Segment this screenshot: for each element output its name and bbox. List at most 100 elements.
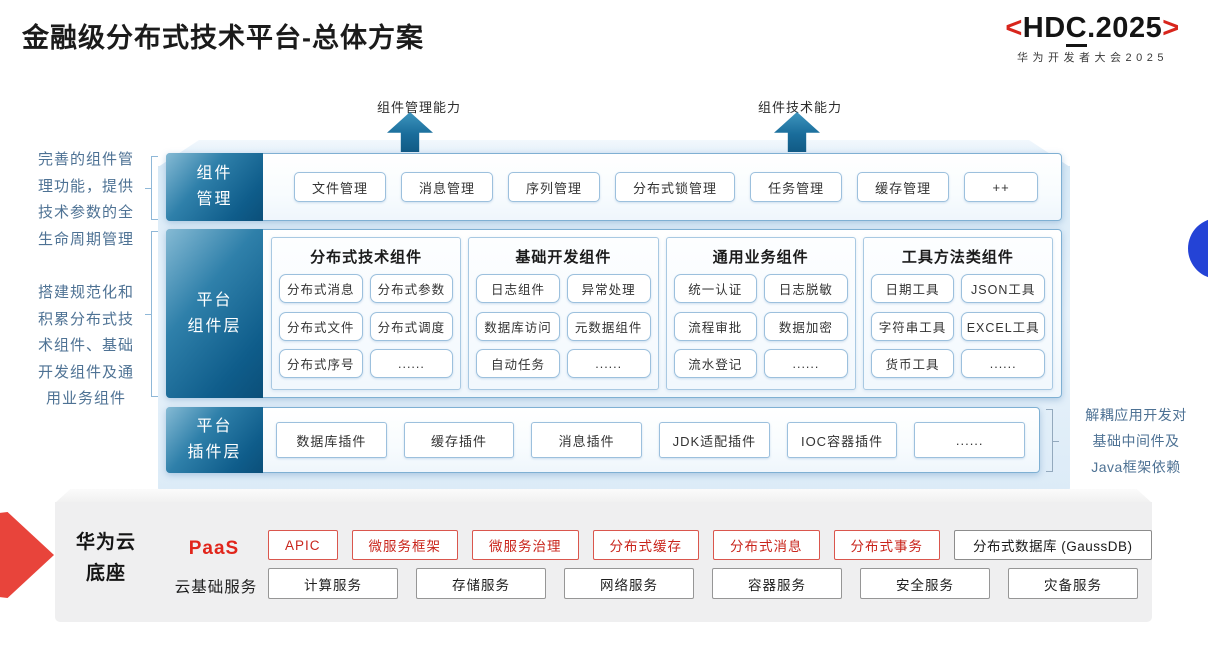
foundation-panel-top-face	[55, 489, 1152, 503]
plugin-chip: 数据库插件	[276, 422, 387, 458]
layer-platform-components: 平台 组件层 分布式技术组件 分布式消息 分布式参数 分布式文件 分布式调度 分…	[166, 229, 1062, 398]
plugin-chip: 消息插件	[531, 422, 643, 458]
annotation-line: Java框架依赖	[1091, 459, 1181, 475]
cloud-chip: 容器服务	[712, 568, 842, 599]
component-chip: 分布式参数	[369, 274, 454, 303]
annotation-line: 技术参数的全	[37, 204, 134, 221]
column-header: 基础开发组件	[515, 249, 612, 266]
column-header: 分布式技术组件	[310, 249, 423, 266]
component-chip: 字符串工具	[870, 311, 955, 341]
mgmt-chip: 序列管理	[508, 172, 601, 202]
column-header: 通用业务组件	[712, 249, 809, 266]
component-chip: 日志脱敏	[764, 274, 848, 303]
layer-label-line: 组件	[196, 165, 233, 182]
component-chip: 分布式调度	[369, 311, 454, 341]
component-chip: ......	[764, 349, 848, 379]
tech-capability-label: 组件技术能力	[757, 100, 842, 115]
component-chip: 日期工具	[870, 274, 955, 303]
layer-label-line: 平台	[196, 418, 233, 435]
annotation-line: 术组件、基础	[37, 337, 134, 354]
cloud-chip: 灾备服务	[1008, 568, 1138, 599]
logo-name-suffix: .2025	[1087, 12, 1163, 44]
component-chip: JSON工具	[961, 274, 1045, 303]
component-chip: 流水登记	[673, 349, 758, 379]
component-chip: 货币工具	[870, 349, 955, 379]
column-grid: 统一认证 日志脱敏 流程审批 数据加密 流水登记 ......	[667, 274, 855, 389]
foundation-label-line: 华为云	[75, 532, 136, 553]
red-right-arrow-icon	[0, 512, 54, 598]
cloud-chip: 安全服务	[860, 568, 990, 599]
plugin-chip: ......	[914, 422, 1026, 458]
cloud-chip: 计算服务	[268, 568, 398, 599]
paas-chip: APIC	[268, 530, 338, 560]
foundation-panel	[55, 502, 1152, 622]
component-chip: EXCEL工具	[961, 311, 1045, 341]
paas-chip: 微服务框架	[351, 530, 459, 560]
hdc-2025-logo: <HDC.2025> 华为开发者大会2025	[985, 12, 1200, 65]
component-chip: 日志组件	[476, 274, 560, 303]
component-chip: ......	[961, 349, 1045, 379]
column-grid: 分布式消息 分布式参数 分布式文件 分布式调度 分布式序号 ......	[272, 274, 460, 389]
layer-component-mgmt: 组件 管理 文件管理 消息管理 序列管理 分布式锁管理 任务管理 缓存管理 ++	[166, 153, 1062, 221]
component-chip: 分布式序号	[279, 349, 363, 379]
cloud-services-label: 云基础服务	[174, 579, 258, 596]
column-header: 工具方法类组件	[901, 249, 1014, 266]
annotation-line: 解耦应用开发对	[1085, 407, 1187, 423]
annotation-line: 基础中间件及	[1092, 433, 1180, 449]
left-bracket-row1	[145, 156, 158, 220]
column-utility-tools: 工具方法类组件 日期工具 JSON工具 字符串工具 EXCEL工具 货币工具 .…	[862, 237, 1053, 390]
component-chip: ......	[566, 349, 651, 379]
cloud-chip: 网络服务	[564, 568, 694, 599]
column-distributed-tech: 分布式技术组件 分布式消息 分布式参数 分布式文件 分布式调度 分布式序号 ..…	[271, 237, 462, 390]
annotation-line: 理功能，提供	[37, 177, 134, 195]
annotation-component-mgmt: 完善的组件管 理功能，提供 技术参数的全 生命周期管理	[24, 147, 148, 253]
logo-name-prefix: HD	[1022, 12, 1066, 44]
component-chip: 数据加密	[764, 311, 848, 341]
annotation-plugins: 解耦应用开发对 基础中间件及 Java框架依赖	[1066, 402, 1206, 480]
paas-chip: 分布式事务	[833, 530, 941, 560]
column-grid: 日期工具 JSON工具 字符串工具 EXCEL工具 货币工具 ......	[864, 274, 1052, 389]
annotation-platform-components: 搭建规范化和 积累分布式技 术组件、基础 开发组件及通 用业务组件	[19, 280, 153, 413]
logo-right-angle: >	[1162, 12, 1180, 44]
column-grid: 日志组件 异常处理 数据库访问 元数据组件 自动任务 ......	[469, 274, 657, 389]
mgmt-capability-label: 组件管理能力	[376, 100, 461, 115]
paas-label: PaaS	[188, 538, 240, 559]
component-chip: 分布式消息	[279, 274, 363, 303]
layer-label-line: 组件层	[187, 317, 242, 335]
logo-name-underlined: C	[1065, 12, 1088, 47]
column-common-business: 通用业务组件 统一认证 日志脱敏 流程审批 数据加密 流水登记 ......	[665, 237, 856, 390]
mgmt-chip: 文件管理	[294, 172, 387, 202]
hdc-logo-subtitle: 华为开发者大会2025	[1017, 52, 1168, 64]
cloud-services: 计算服务 存储服务 网络服务 容器服务 安全服务 灾备服务	[268, 568, 1138, 599]
foundation-label: 华为云 底座	[60, 527, 152, 589]
plugin-chip: JDK适配插件	[659, 422, 770, 458]
component-chip: 自动任务	[476, 349, 560, 379]
paas-chip: 分布式消息	[713, 530, 820, 560]
plugin-chip: 缓存插件	[403, 422, 515, 458]
plugin-chip: IOC容器插件	[786, 422, 898, 458]
column-basic-dev: 基础开发组件 日志组件 异常处理 数据库访问 元数据组件 自动任务 ......	[468, 237, 659, 390]
component-chip: 数据库访问	[476, 311, 560, 341]
foundation-label-line: 底座	[85, 563, 126, 584]
annotation-line: 搭建规范化和	[37, 284, 134, 301]
mgmt-chip: 缓存管理	[857, 172, 950, 202]
component-chip: 分布式文件	[279, 311, 363, 341]
edge-decoration-circle	[1188, 218, 1208, 279]
logo-left-angle: <	[1005, 12, 1023, 44]
component-chip: 流程审批	[673, 311, 758, 341]
gaussdb-chip: 分布式数据库 (GaussDB)	[954, 530, 1152, 560]
paas-services: APIC 微服务框架 微服务治理 分布式缓存 分布式消息 分布式事务 分布式数据…	[268, 530, 1152, 560]
cloud-chip: 存储服务	[416, 568, 546, 599]
mgmt-chip: 任务管理	[750, 172, 843, 202]
layer-label-line: 插件层	[187, 444, 242, 461]
layer-label-platform-plugins: 平台 插件层	[166, 407, 263, 473]
layer-label-platform-components: 平台 组件层	[166, 229, 263, 398]
component-chip: 统一认证	[673, 274, 758, 303]
plugin-items: 数据库插件 缓存插件 消息插件 JDK适配插件 IOC容器插件 ......	[276, 408, 1026, 472]
mgmt-chip: ++	[964, 172, 1039, 202]
paas-chip: 微服务治理	[472, 530, 579, 560]
layer-platform-plugins: 平台 插件层 数据库插件 缓存插件 消息插件 JDK适配插件 IOC容器插件 .…	[166, 407, 1040, 473]
component-mgmt-items: 文件管理 消息管理 序列管理 分布式锁管理 任务管理 缓存管理 ++	[294, 154, 1039, 220]
annotation-line: 积累分布式技	[37, 310, 134, 328]
right-bracket-row3	[1046, 409, 1059, 472]
